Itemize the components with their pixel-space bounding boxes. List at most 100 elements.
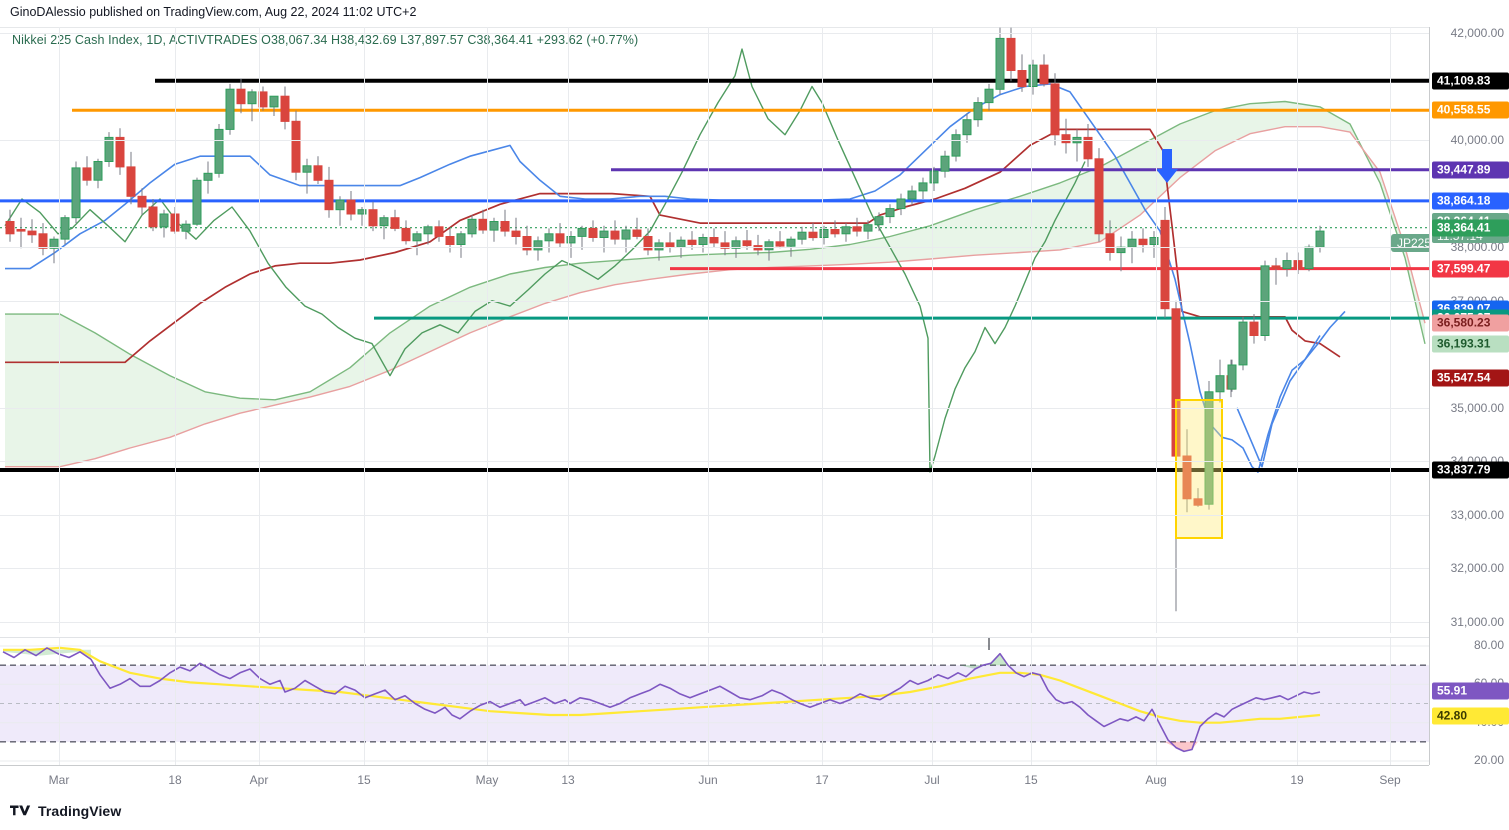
vertical-gridline <box>59 27 60 633</box>
candle-body <box>1028 64 1038 87</box>
vertical-gridline <box>1031 27 1032 633</box>
candle-body <box>159 213 169 228</box>
candle-body <box>423 226 433 235</box>
time-label: 13 <box>561 773 575 787</box>
rsi-overbought-fill <box>960 653 1008 669</box>
candle-body <box>577 227 587 237</box>
candle-body <box>1039 64 1049 85</box>
price-badge-last-price[interactable]: 38,364.41 <box>1432 219 1509 237</box>
vertical-gridline <box>1156 27 1157 633</box>
symbol-ohlc-legend: Nikkei 225 Cash Index, 1D, ACTIVTRADES O… <box>12 33 639 47</box>
price-axis[interactable]: 42,000.0040,000.0038,000.0037,000.0035,0… <box>1429 27 1509 765</box>
rsi-chart-canvas <box>0 638 1429 762</box>
price-badge-level-35547[interactable]: 35,547.54 <box>1432 369 1509 387</box>
price-badge-resistance-41109[interactable]: 41,109.83 <box>1432 72 1509 90</box>
candle-body <box>588 227 598 238</box>
candle-body <box>1017 70 1027 88</box>
price-badge-support-37599[interactable]: 37,599.47 <box>1432 260 1509 278</box>
price-tick: 40,000.00 <box>1450 133 1504 148</box>
price-badge-cloud-lower-36193[interactable]: 36,193.31 <box>1432 335 1509 353</box>
candle-body <box>445 236 455 245</box>
candle-body <box>1094 158 1104 235</box>
candle-body <box>1083 136 1093 160</box>
vertical-gridline <box>259 27 260 633</box>
kijun-sen-line <box>5 128 1341 364</box>
candle-body <box>951 134 961 157</box>
candle-body <box>500 221 510 232</box>
candle-body <box>49 238 59 249</box>
vertical-gridline <box>822 638 823 766</box>
candle-body <box>1050 83 1060 136</box>
candle-body <box>632 229 642 237</box>
candle-body <box>467 218 477 235</box>
candle-body <box>1271 265 1281 270</box>
candle-body <box>82 167 92 181</box>
candle-body <box>1182 455 1192 500</box>
price-badge-level-39447[interactable]: 39,447.89 <box>1432 161 1509 179</box>
time-label: 19 <box>1290 773 1304 787</box>
price-badge-cloud-upper-36580[interactable]: 36,580.23 <box>1432 314 1509 332</box>
candle-body <box>71 167 81 219</box>
vertical-gridline <box>487 638 488 766</box>
candle-body <box>907 190 917 200</box>
candle-body <box>522 236 532 251</box>
price-tick: 32,000.00 <box>1450 561 1504 576</box>
rsi-badge-rsi-value[interactable]: 55.91 <box>1432 682 1509 700</box>
candle-body <box>346 199 356 215</box>
rsi-ma-line <box>3 646 1321 724</box>
senkou-span-a-line <box>5 100 1426 401</box>
vertical-gridline <box>932 638 933 766</box>
candle-body <box>1138 238 1148 246</box>
time-label: Jul <box>924 773 940 787</box>
candle-body <box>1193 498 1203 506</box>
vertical-gridline <box>364 638 365 766</box>
publication-bar: GinoDAlessio published on TradingView.co… <box>0 0 1509 27</box>
rsi-pane[interactable] <box>0 637 1429 766</box>
vertical-gridline <box>1390 27 1391 633</box>
candle-body <box>687 239 697 245</box>
candle-body <box>93 161 103 181</box>
rsi-overbought-fill-left <box>3 649 91 660</box>
gridline <box>0 514 1429 516</box>
vertical-gridline <box>364 27 365 633</box>
chikou-span-line <box>4 48 1086 473</box>
vertical-gridline <box>175 638 176 766</box>
candle-body <box>830 229 840 235</box>
candle-body <box>1105 233 1115 254</box>
candle-body <box>324 179 334 211</box>
price-pane[interactable]: JP225 <box>0 27 1429 633</box>
candle-body <box>192 179 202 225</box>
price-badge-level-38864[interactable]: 38,864.18 <box>1432 192 1509 210</box>
candle-body <box>885 208 895 218</box>
candle-body <box>962 119 972 136</box>
price-badge-support-33837[interactable]: 33,837.79 <box>1432 461 1509 479</box>
candle-body <box>599 230 609 239</box>
time-axis[interactable]: Mar 18 Apr 15 May 13 Jun 17 Jul 15 Aug 19 Sep <box>0 765 1429 796</box>
vertical-gridline <box>568 27 569 633</box>
candle-body <box>544 233 554 242</box>
price-chart-canvas <box>0 27 1429 612</box>
candle-body <box>555 233 565 244</box>
price-tick: 31,000.00 <box>1450 615 1504 629</box>
price-badge-resistance-40558[interactable]: 40,558.55 <box>1432 101 1509 119</box>
candle-body <box>302 165 312 173</box>
candle-body <box>1204 391 1214 505</box>
rsi-badge-rsi-ma-value[interactable]: 42.80 <box>1432 707 1509 725</box>
candle-body <box>1293 260 1303 270</box>
candle-body <box>1227 364 1237 390</box>
highlight-box <box>1175 399 1223 539</box>
series-tag-jp225[interactable]: JP225 <box>1391 234 1429 252</box>
candle-body <box>874 216 884 226</box>
candle-body <box>511 230 521 238</box>
candle-body <box>181 223 191 232</box>
candle-body <box>269 95 279 108</box>
gridline <box>0 622 1429 623</box>
candle-body <box>280 95 290 122</box>
candle-body <box>742 240 752 247</box>
candle-body <box>764 241 774 251</box>
candle-body <box>676 239 686 248</box>
candle-body <box>808 231 818 239</box>
candle-body <box>236 88 246 105</box>
time-label: Jun <box>698 773 718 787</box>
